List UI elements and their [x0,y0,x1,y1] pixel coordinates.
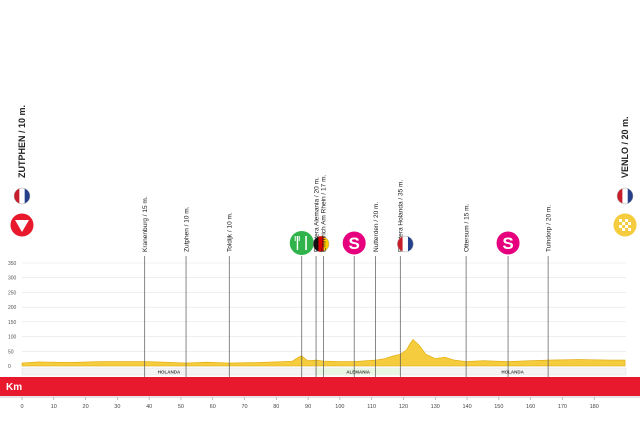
flag-netherlands-icon [617,188,634,204]
km-bar [0,377,640,396]
x-tick-label: 100 [335,404,344,410]
flag-netherlands-icon [14,188,30,204]
point-name-label: ZUTPHEN / 10 m. [17,105,27,178]
x-tick-label: 50 [178,404,184,410]
x-tick-label: 120 [399,404,408,410]
profile-area [21,339,626,367]
y-tick-label: 300 [8,276,17,282]
point-name-label: Frontera Holanda / 35 m. [398,180,405,252]
country-segment-germany [316,368,401,375]
point-name-label: VENLO / 20 m. [620,116,630,178]
x-tick-label: 110 [367,404,376,410]
point-name-label: Emmrich Am Rhein / 17 m. [321,175,328,252]
sprint-icon [341,230,367,256]
profile-point: VENLO / 20 m.189,7 [611,116,638,392]
x-tick-label: 180 [590,404,599,410]
country-label: HOLANDA [501,370,524,375]
x-tick-label: 150 [494,404,503,410]
point-name-label: Zutphen / 10 m. [183,206,190,252]
point-name-label: Nutterden / 20 m. [373,202,380,252]
sprint-icon-label: S [349,234,360,253]
x-tick-label: 60 [210,404,216,410]
flag-germany-icon [313,236,330,252]
x-tick-label: 80 [273,404,279,410]
point-name-label: Frontera Alemania / 20 m. [313,177,320,252]
y-tick-label: 350 [8,261,17,267]
point-name-label: Tuindorp / 20 m. [545,205,552,252]
x-tick-label: 40 [146,404,152,410]
x-tick-label: 20 [83,404,89,410]
x-tick-label: 70 [241,404,247,410]
sprint-icon [495,230,521,256]
y-tick-label: 200 [8,305,17,311]
y-tick-label: 50 [8,349,14,355]
sprint-icon-label: S [502,234,513,253]
y-tick-label: 0 [8,364,11,370]
profile-point: ZUTPHEN / 10 m. [9,105,35,238]
point-name-label: Kranenburg / 15 m. [142,196,149,252]
x-tick-label: 130 [431,404,440,410]
km-bar-label: Km [6,382,22,393]
y-tick-label: 100 [8,335,17,341]
x-tick-label: 30 [114,404,120,410]
x-tick-label: 160 [526,404,535,410]
x-tick-label: 0 [20,404,23,410]
country-label: HOLANDA [158,370,181,375]
point-name-label: Toldijk / 10 m. [227,212,234,252]
flag-netherlands-icon [397,236,414,252]
feed-zone-icon [289,231,314,255]
y-tick-label: 150 [8,320,17,326]
x-tick-label: 10 [51,404,57,410]
x-tick-label: 90 [305,404,311,410]
country-label: ALEMANIA [346,370,370,375]
x-tick-label: 170 [558,404,567,410]
x-tick-label: 140 [462,404,471,410]
point-name-label: Ottersum / 15 m. [463,203,470,252]
y-tick-label: 250 [8,290,17,296]
